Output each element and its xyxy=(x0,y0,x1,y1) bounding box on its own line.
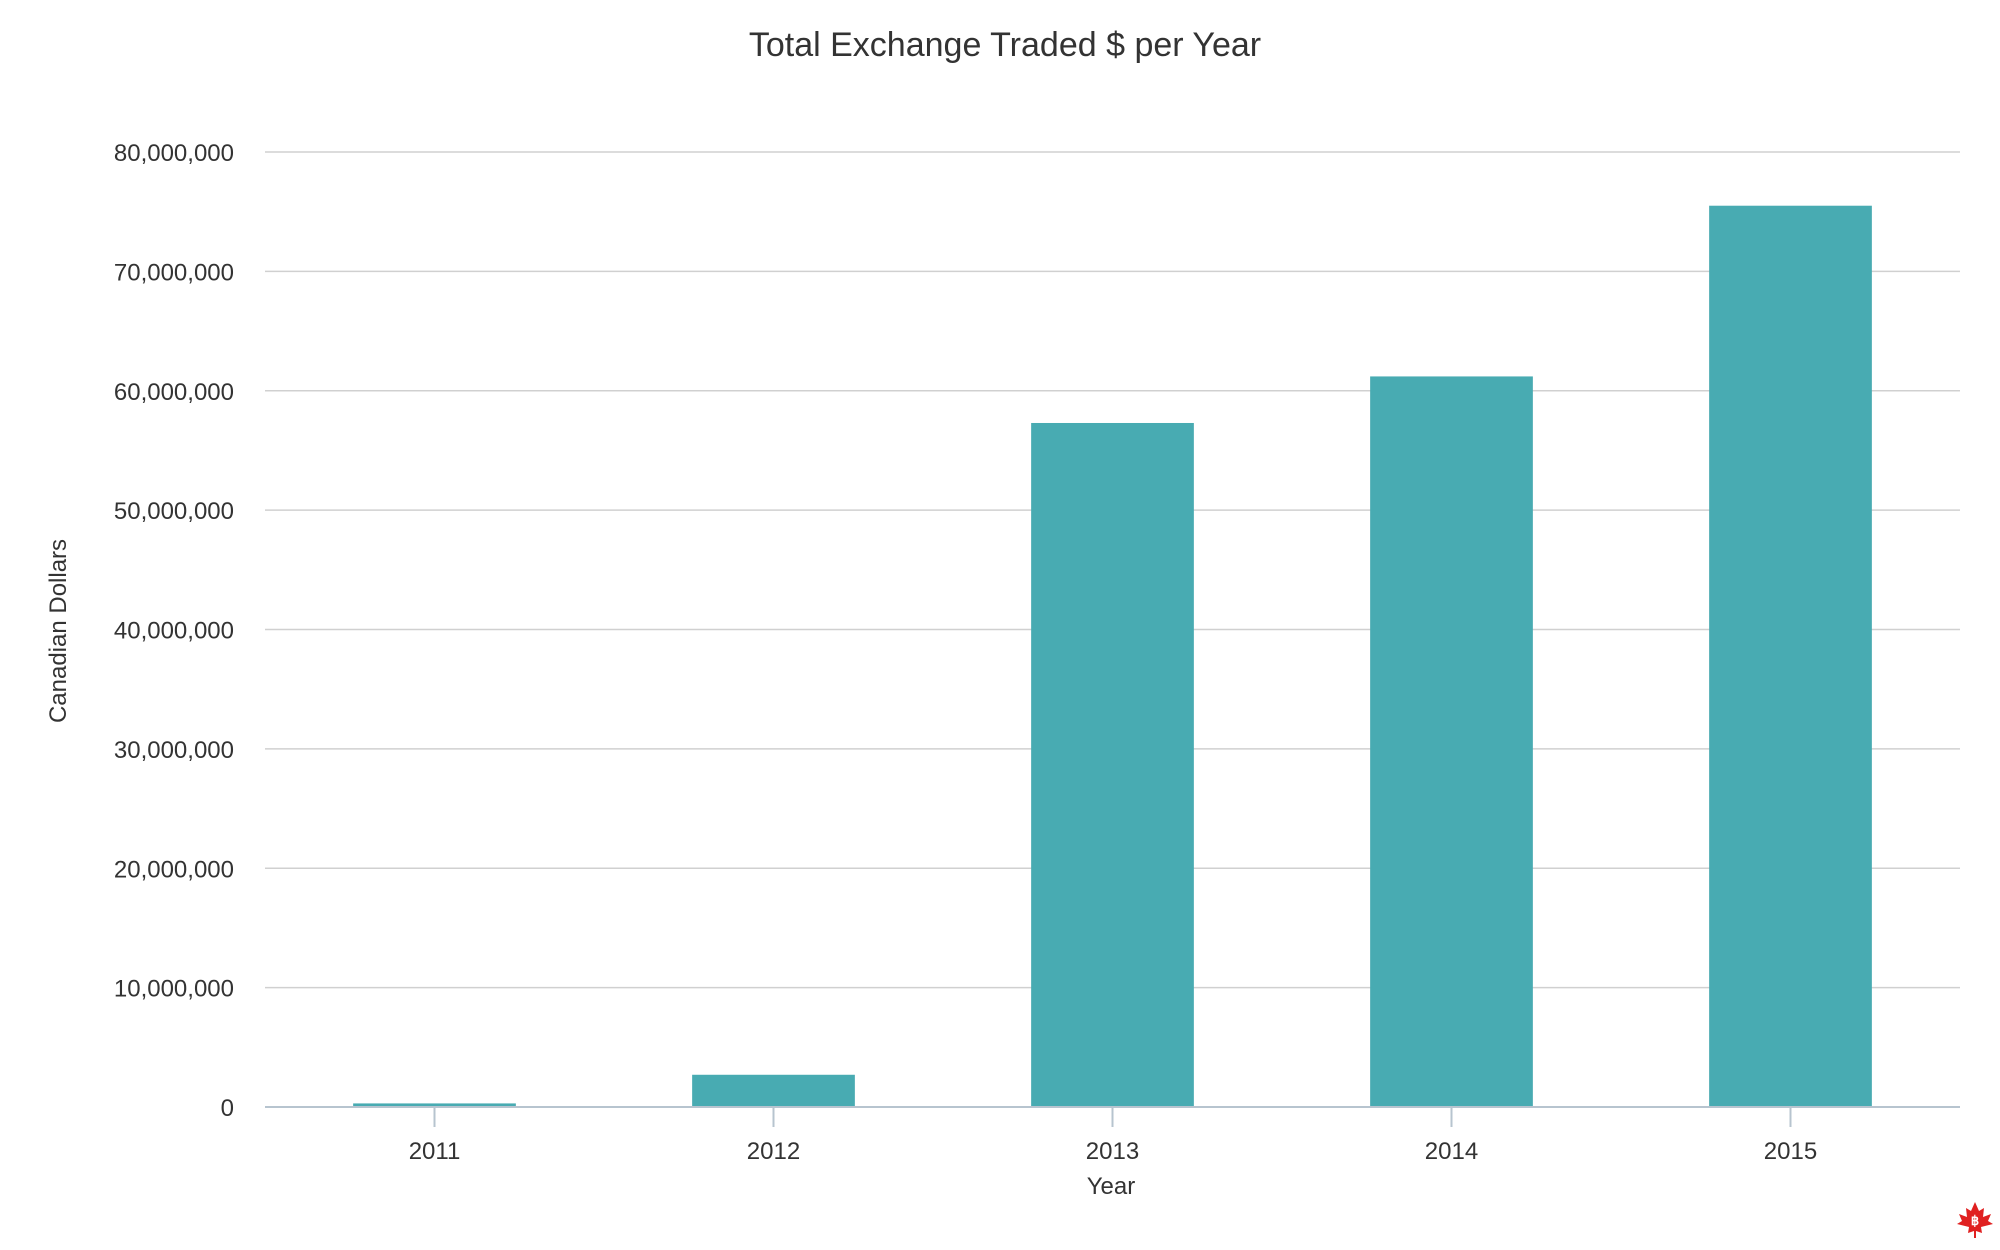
y-tick-label: 0 xyxy=(221,1095,234,1122)
x-tick-label: 2014 xyxy=(1425,1138,1478,1165)
x-tick-label: 2012 xyxy=(747,1138,800,1165)
y-tick-label: 10,000,000 xyxy=(114,976,234,1003)
bar-2012 xyxy=(692,1074,855,1107)
y-axis-label: Canadian Dollars xyxy=(45,539,72,723)
bar-2015 xyxy=(1709,205,1872,1107)
chart-title: Total Exchange Traded $ per Year xyxy=(749,26,1261,64)
y-tick-label: 30,000,000 xyxy=(114,737,234,764)
y-tick-label: 70,000,000 xyxy=(114,259,234,286)
maple-leaf-bitcoin-icon: ฿ xyxy=(1957,1202,1993,1238)
x-tick-labels: 2011 2012 2013 2014 2015 xyxy=(409,1107,1817,1165)
x-tick-label: 2011 xyxy=(409,1138,461,1165)
y-tick-labels: 0 10,000,000 20,000,000 30,000,000 40,000,00… xyxy=(114,140,234,1122)
bar-2014 xyxy=(1370,376,1533,1107)
y-tick-label: 80,000,000 xyxy=(114,140,234,167)
bars xyxy=(353,205,1872,1107)
y-tick-label: 50,000,000 xyxy=(114,498,234,525)
y-tick-label: 60,000,000 xyxy=(114,379,234,406)
x-axis-label: Year xyxy=(1087,1173,1136,1200)
y-tick-label: 20,000,000 xyxy=(114,856,234,883)
bar-2011 xyxy=(353,1103,516,1107)
y-tick-label: 40,000,000 xyxy=(114,618,234,645)
bar-2013 xyxy=(1031,422,1194,1107)
svg-text:฿: ฿ xyxy=(1971,1213,1979,1228)
x-tick-label: 2013 xyxy=(1086,1138,1139,1165)
x-tick-label: 2015 xyxy=(1764,1138,1817,1165)
